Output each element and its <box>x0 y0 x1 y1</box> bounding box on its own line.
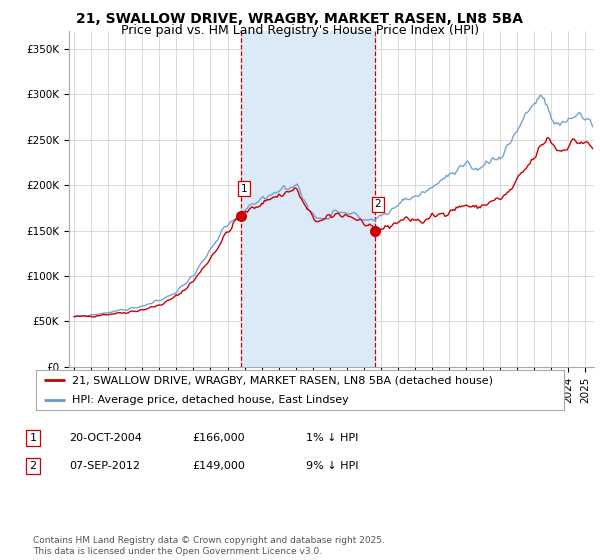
Text: £166,000: £166,000 <box>192 433 245 443</box>
Text: 9% ↓ HPI: 9% ↓ HPI <box>306 461 359 471</box>
Text: 1% ↓ HPI: 1% ↓ HPI <box>306 433 358 443</box>
Text: 2: 2 <box>29 461 37 471</box>
Text: £149,000: £149,000 <box>192 461 245 471</box>
Text: 21, SWALLOW DRIVE, WRAGBY, MARKET RASEN, LN8 5BA (detached house): 21, SWALLOW DRIVE, WRAGBY, MARKET RASEN,… <box>72 376 493 385</box>
Text: HPI: Average price, detached house, East Lindsey: HPI: Average price, detached house, East… <box>72 395 349 405</box>
Text: 21, SWALLOW DRIVE, WRAGBY, MARKET RASEN, LN8 5BA: 21, SWALLOW DRIVE, WRAGBY, MARKET RASEN,… <box>77 12 523 26</box>
Text: Contains HM Land Registry data © Crown copyright and database right 2025.
This d: Contains HM Land Registry data © Crown c… <box>33 536 385 556</box>
Text: 1: 1 <box>241 184 247 194</box>
Text: 2: 2 <box>375 199 382 209</box>
Bar <box>241 31 376 367</box>
Text: 20-OCT-2004: 20-OCT-2004 <box>69 433 142 443</box>
Text: 07-SEP-2012: 07-SEP-2012 <box>69 461 140 471</box>
Text: Price paid vs. HM Land Registry's House Price Index (HPI): Price paid vs. HM Land Registry's House … <box>121 24 479 36</box>
Text: 1: 1 <box>29 433 37 443</box>
